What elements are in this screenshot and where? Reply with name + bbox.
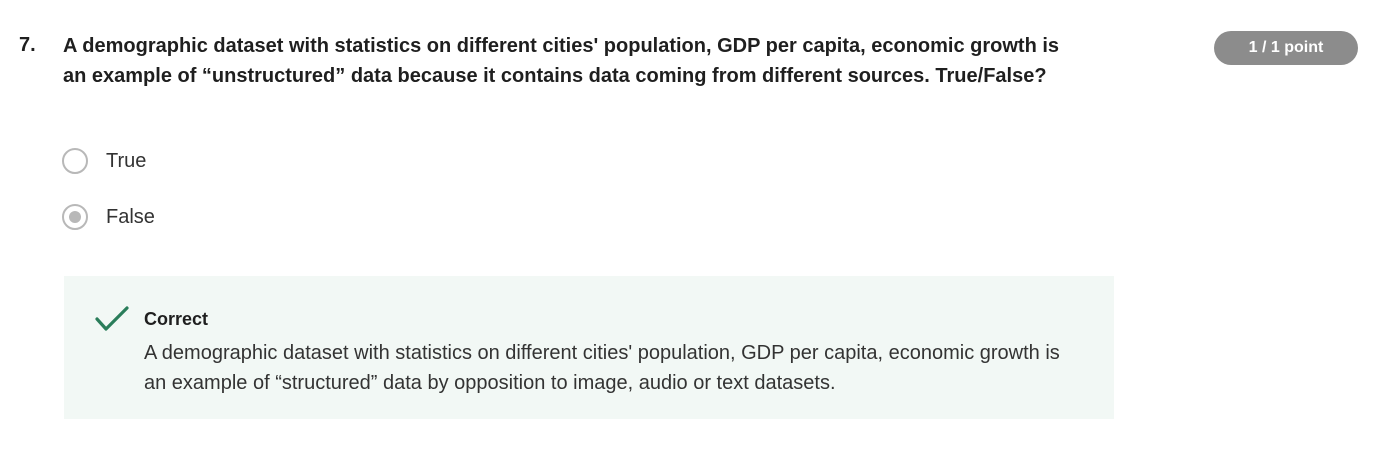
feedback-panel: Correct A demographic dataset with stati… — [64, 276, 1114, 419]
feedback-status: Correct — [144, 309, 209, 329]
option-label-false: False — [106, 206, 155, 228]
radio-false-selected[interactable] — [62, 204, 88, 230]
question-number: 7. — [19, 34, 36, 56]
score-badge: 1 / 1 point — [1214, 31, 1358, 65]
feedback-explanation: A demographic dataset with statistics on… — [144, 342, 1060, 394]
option-false[interactable]: False — [62, 202, 155, 232]
checkmark-icon — [95, 306, 129, 331]
option-true[interactable]: True — [62, 146, 146, 176]
option-label-true: True — [106, 150, 147, 172]
question-text: A demographic dataset with statistics on… — [63, 35, 1060, 87]
radio-true[interactable] — [62, 148, 88, 174]
